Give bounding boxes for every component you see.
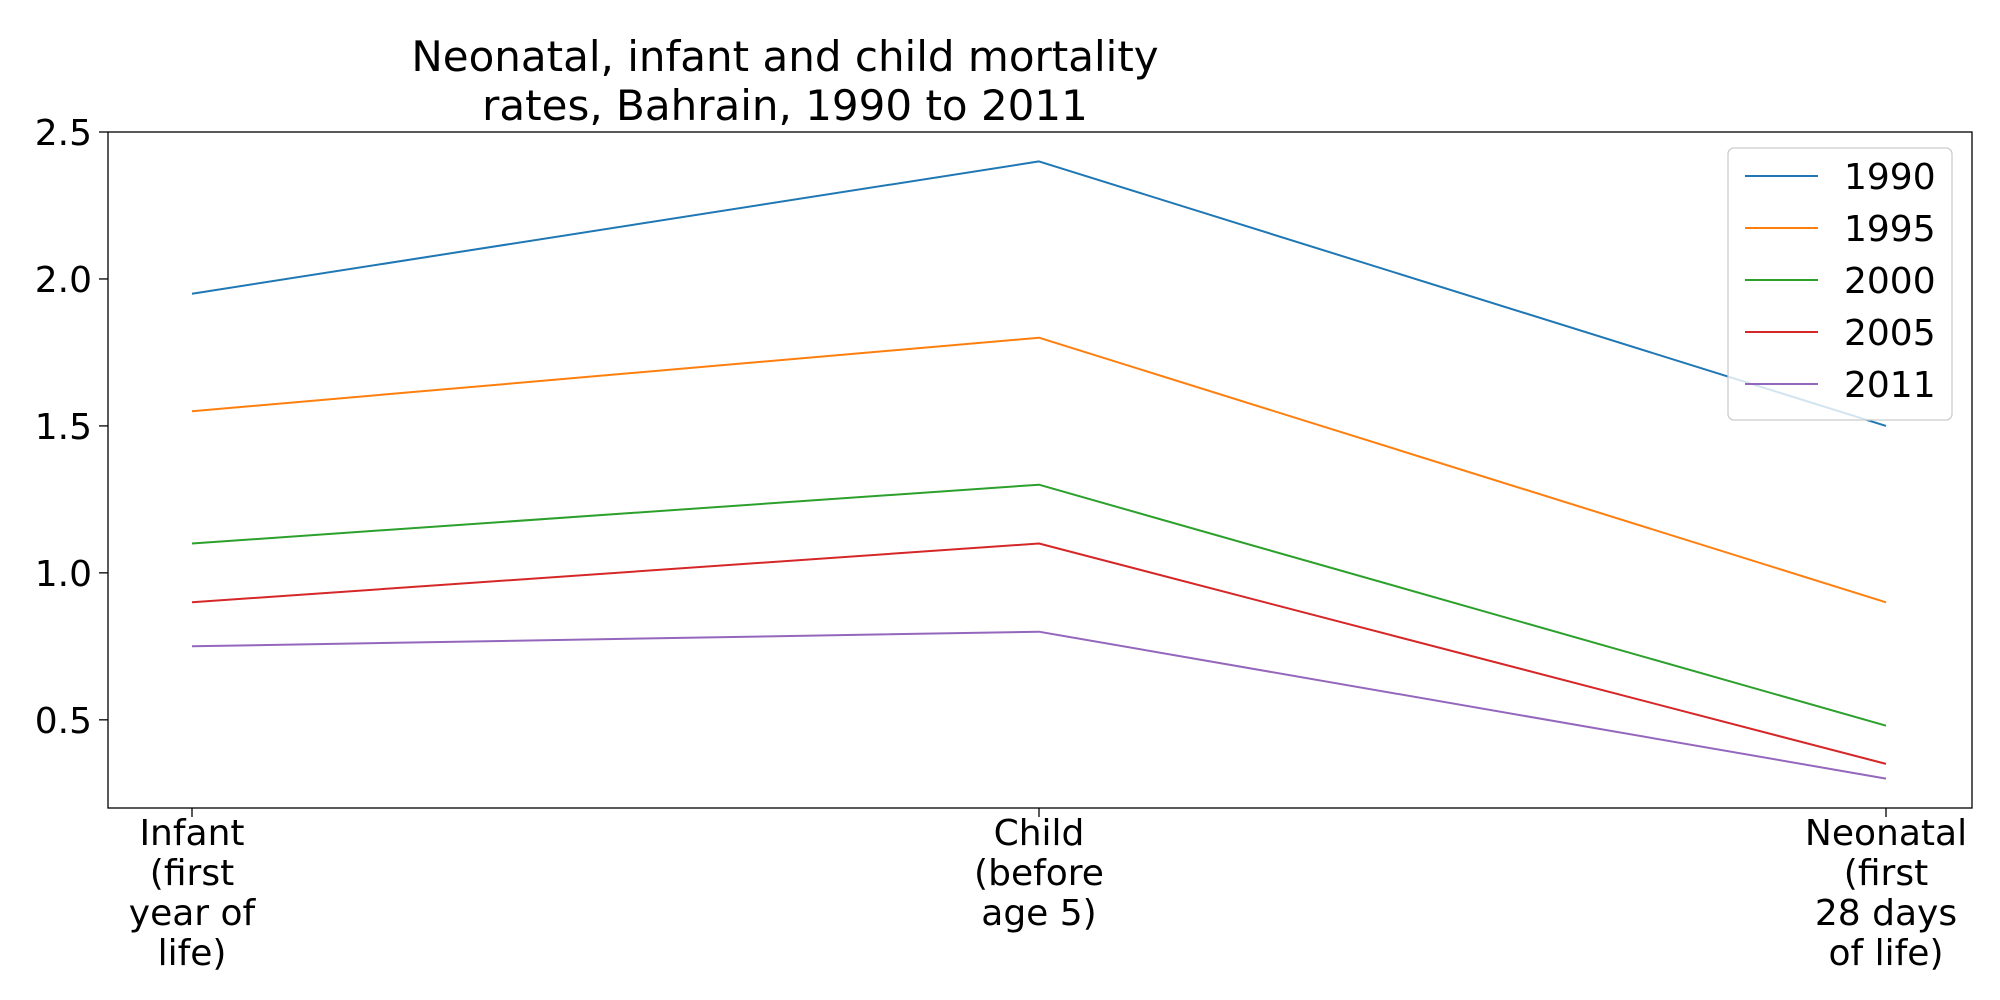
series-line-2011 [191, 630, 1887, 780]
x-tick-label: year of [129, 893, 257, 934]
y-tick-label: 2.0 [35, 260, 92, 301]
x-tick-label: Neonatal [1805, 813, 1967, 854]
x-tick-label: Child [994, 813, 1085, 854]
y-axis: 0.5 1.0 1.5 2.0 2.5 [35, 113, 108, 742]
y-tick-label: 1.5 [35, 407, 92, 448]
series-line-1990 [191, 160, 1887, 427]
y-tick-label: 1.0 [35, 554, 92, 595]
x-tick-label: of life) [1828, 933, 1943, 974]
legend-label-2000: 2000 [1844, 261, 1936, 302]
series-line-2000 [191, 483, 1887, 727]
legend: 1990 1995 2000 2005 2011 [1727, 147, 1953, 421]
y-tick-label: 0.5 [35, 701, 92, 742]
series-lines [191, 160, 1887, 780]
legend-label-1990: 1990 [1844, 157, 1936, 198]
x-tick-label: Infant [139, 813, 244, 854]
legend-label-2011: 2011 [1844, 365, 1936, 406]
x-tick-label: (first [1844, 853, 1928, 894]
legend-box [1727, 147, 1953, 421]
x-tick-label: age 5) [981, 893, 1096, 934]
chart-title-line-1: Neonatal, infant and child mortality [411, 32, 1158, 81]
chart-title-line-2: rates, Bahrain, 1990 to 2011 [482, 81, 1088, 130]
x-tick-label: 28 days [1815, 893, 1957, 934]
x-tick-label: (first [150, 853, 234, 894]
series-line-2005 [191, 542, 1887, 765]
legend-label-2005: 2005 [1844, 313, 1936, 354]
legend-label-1995: 1995 [1844, 209, 1936, 250]
series-line-1995 [191, 336, 1887, 604]
x-tick-label: (before [974, 853, 1104, 894]
x-tick-label: life) [158, 933, 227, 974]
plot-area-frame [107, 131, 1973, 809]
y-tick-label: 2.5 [35, 113, 92, 154]
